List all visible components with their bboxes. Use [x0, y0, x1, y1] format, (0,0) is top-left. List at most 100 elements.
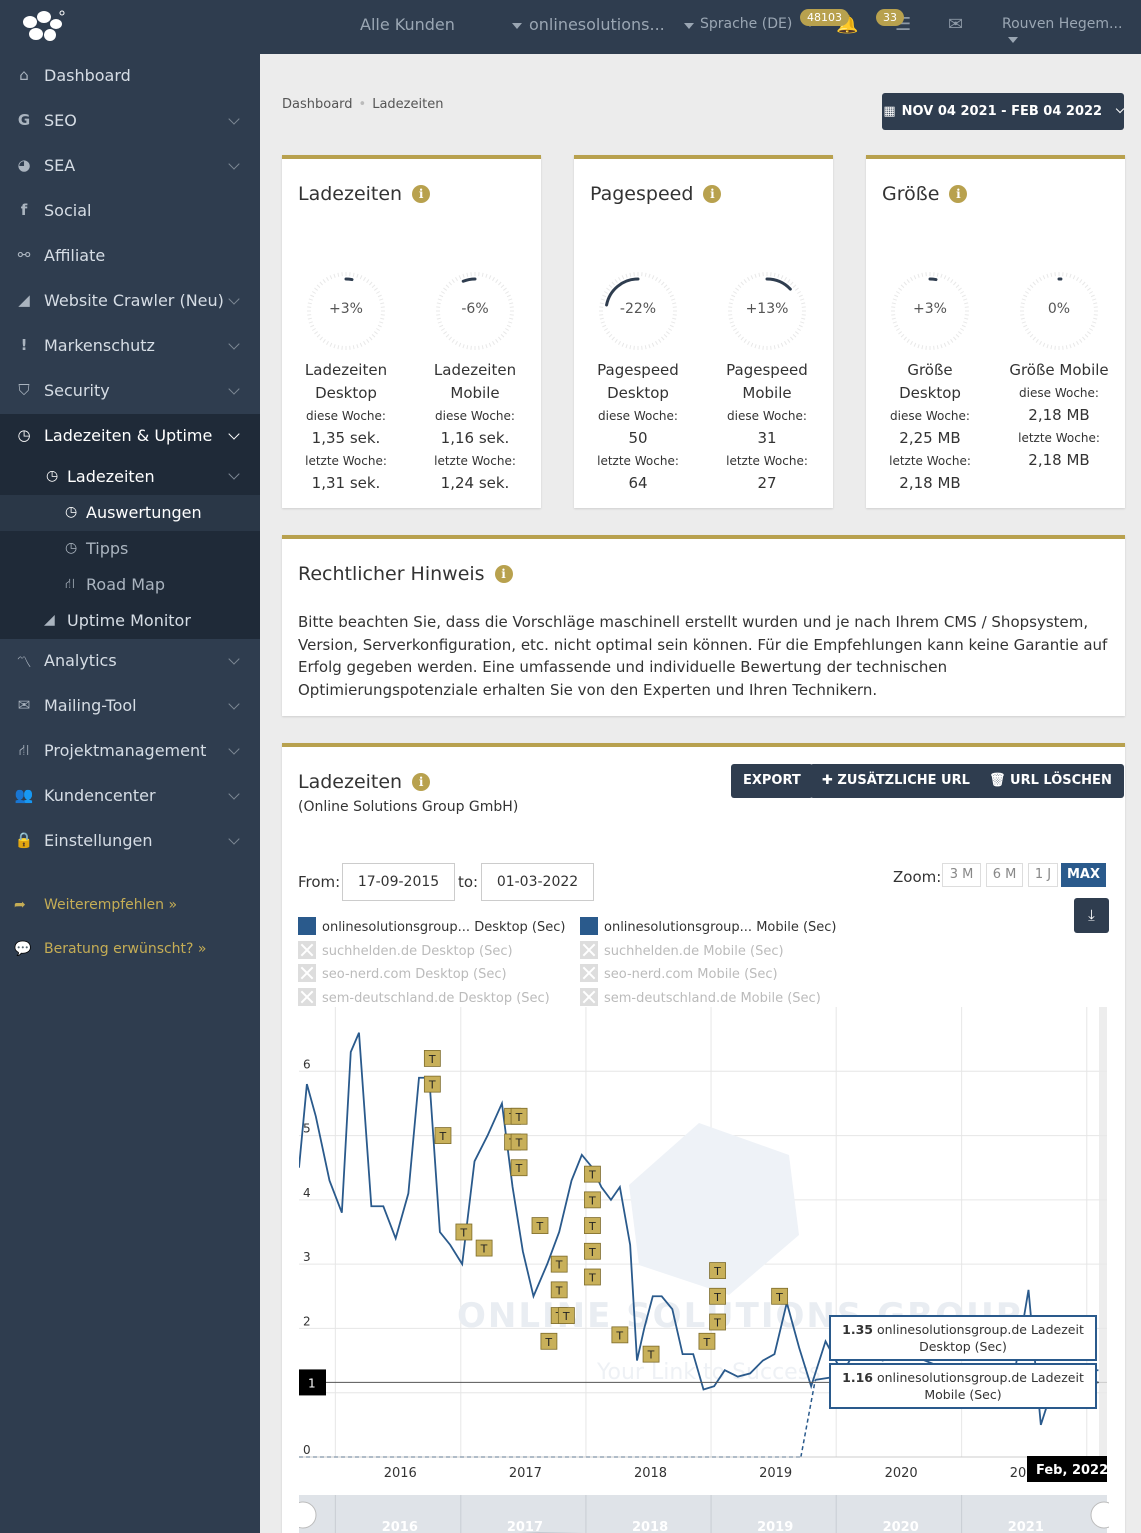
legend-item[interactable]: seo-nerd.com Desktop (Sec) [298, 964, 507, 982]
metric-1: 0% Größe Mobile diese Woche: 2,18 MB letz… [999, 269, 1119, 472]
event-flag-text: T [588, 1220, 596, 1233]
legend-item[interactable]: sem-deutschland.de Desktop (Sec) [298, 988, 550, 1006]
zoom-6m-button[interactable]: 6 M [986, 863, 1023, 887]
x-tick-label: 2018 [634, 1466, 667, 1481]
sidebar-item-analytics[interactable]: 〽 Analytics [0, 639, 260, 684]
legend-item[interactable]: onlinesolutionsgroup... Mobile (Sec) [580, 917, 837, 935]
event-flag[interactable] [455, 1223, 473, 1241]
event-flag[interactable] [510, 1159, 528, 1177]
metric-card-title: Größe i [882, 183, 968, 205]
event-flag[interactable] [698, 1332, 716, 1350]
change-gauge: -6% [433, 269, 517, 353]
legend-swatch [298, 964, 316, 982]
event-flag[interactable] [584, 1242, 601, 1260]
event-flag[interactable] [475, 1239, 493, 1257]
sidebar-item-ladezeiten-uptime[interactable]: ◷ Ladezeiten & Uptime [0, 414, 260, 459]
legend-item[interactable]: sem-deutschland.de Mobile (Sec) [580, 988, 821, 1006]
legend-item[interactable]: suchhelden.de Desktop (Sec) [298, 941, 513, 959]
legend-item[interactable]: onlinesolutionsgroup... Desktop (Sec) [298, 917, 565, 935]
sidebar-sub-tipps[interactable]: ◷ Tipps [0, 531, 260, 567]
consult-link[interactable]: 💬 Beratung erwünscht? » [14, 941, 207, 957]
zoom-3m-button[interactable]: 3 M [942, 863, 981, 887]
info-icon[interactable]: i [412, 185, 431, 203]
metric-card-title-text: Ladezeiten [298, 183, 403, 205]
event-flag-text: T [775, 1291, 783, 1304]
from-date-input[interactable]: 17-09-2015 [342, 863, 455, 901]
to-date-input[interactable]: 01-03-2022 [481, 863, 594, 901]
sidebar-item-markenschutz[interactable]: ! Markenschutz [0, 324, 260, 369]
chart-panel-title-text: Ladezeiten [298, 771, 403, 793]
crosshair-y-flag [299, 1369, 326, 1396]
navigator-year-label: 2020 [883, 1520, 919, 1533]
metric-name: Pagespeed [726, 361, 808, 379]
info-icon[interactable]: i [703, 185, 722, 203]
sidebar-item-website-crawler[interactable]: ◢ Website Crawler (Neu) [0, 279, 260, 324]
event-flag[interactable] [557, 1307, 575, 1324]
trash-icon: 🗑 [989, 773, 1011, 788]
sidebar-item-einstellungen[interactable]: 🔒 Einstellungen [0, 819, 260, 864]
recommend-link[interactable]: ➦ Weiterempfehlen » [14, 897, 177, 913]
legend-label: suchhelden.de Desktop (Sec) [322, 944, 513, 959]
sidebar-item-mailing-tool[interactable]: ✉ Mailing-Tool [0, 684, 260, 729]
event-flag[interactable] [584, 1217, 601, 1234]
event-flag[interactable] [642, 1345, 660, 1363]
sidebar-item-affiliate[interactable]: ⚯ Affiliate [0, 234, 260, 279]
info-icon[interactable]: i [949, 185, 968, 203]
sidebar-item-security[interactable]: ⛉ Security [0, 369, 260, 414]
date-range-picker[interactable]: ▦ NOV 04 2021 - FEB 04 2022 [882, 93, 1124, 130]
logo-icon[interactable] [18, 8, 66, 46]
event-flag[interactable] [771, 1287, 789, 1305]
zoom-label: Zoom: [893, 868, 942, 886]
event-flag[interactable] [550, 1281, 568, 1299]
event-flag[interactable] [709, 1262, 726, 1279]
event-flag[interactable] [423, 1075, 441, 1093]
delete-url-button[interactable]: 🗑 URL LÖSCHEN [977, 764, 1124, 798]
user-menu[interactable]: Rouven Hegem... [1002, 16, 1141, 48]
sidebar-item-projektmanagement[interactable]: ⛙ Projektmanagement [0, 729, 260, 774]
export-button[interactable]: EXPORT [731, 764, 813, 798]
sidebar-item-dashboard[interactable]: ⌂ Dashboard [0, 54, 260, 99]
envelope-icon[interactable]: ✉ [948, 14, 964, 35]
event-flag[interactable] [510, 1107, 528, 1125]
breadcrumb-home[interactable]: Dashboard [282, 97, 353, 112]
download-icon[interactable]: ⤓ [1074, 898, 1109, 933]
tooltip-label: onlinesolutionsgroup.de Ladezeit Desktop… [876, 1322, 1084, 1354]
event-flag-text: T [555, 1284, 563, 1297]
info-icon[interactable]: i [494, 565, 513, 583]
sidebar-item-social[interactable]: f Social [0, 189, 260, 234]
event-flag[interactable] [584, 1268, 601, 1286]
event-flag[interactable] [531, 1217, 549, 1234]
event-flag-text: T [615, 1329, 623, 1342]
legend-item[interactable]: seo-nerd.com Mobile (Sec) [580, 964, 778, 982]
crosshair-x-flag [1027, 1456, 1107, 1482]
event-flag[interactable] [611, 1326, 629, 1344]
add-url-button[interactable]: ✚ ZUSÄTZLICHE URL [810, 764, 982, 798]
sidebar-sub-road-map[interactable]: ⛙ Road Map [0, 567, 260, 603]
sidebar-item-sea[interactable]: ◕ SEA [0, 144, 260, 189]
info-icon[interactable]: i [412, 773, 431, 791]
sidebar-sub-ladezeiten[interactable]: ◷ Ladezeiten [0, 459, 260, 495]
sidebar-sub-uptime-monitor[interactable]: ◢ Uptime Monitor [0, 603, 260, 639]
navigator-left-handle[interactable] [299, 1501, 317, 1529]
event-flag[interactable] [709, 1313, 726, 1331]
event-flag[interactable] [434, 1127, 452, 1144]
sidebar-item-seo[interactable]: G SEO [0, 99, 260, 144]
sidebar-sub-auswertungen[interactable]: ◷ Auswertungen [0, 495, 260, 531]
chevron-down-icon [511, 22, 522, 29]
language-select[interactable]: Sprache (DE) [700, 16, 815, 32]
event-flag[interactable] [709, 1287, 726, 1305]
navigator-right-handle[interactable] [1090, 1501, 1109, 1529]
sidebar-item-kundencenter[interactable]: 👥 Kundencenter [0, 774, 260, 819]
event-flag[interactable] [550, 1255, 568, 1273]
event-flag[interactable] [584, 1165, 601, 1183]
customer-select[interactable]: Alle Kunden [360, 15, 522, 34]
zoom-1j-button[interactable]: 1 J [1028, 863, 1058, 887]
event-flag[interactable] [540, 1332, 558, 1350]
project-select[interactable]: onlinesolutions... [529, 15, 694, 34]
zoom-max-button[interactable]: MAX [1061, 863, 1106, 887]
event-flag[interactable] [423, 1050, 441, 1067]
event-flag[interactable] [584, 1191, 601, 1209]
event-flag[interactable] [510, 1133, 528, 1151]
legend-item[interactable]: suchhelden.de Mobile (Sec) [580, 941, 784, 959]
event-flag-text: T [588, 1246, 596, 1259]
